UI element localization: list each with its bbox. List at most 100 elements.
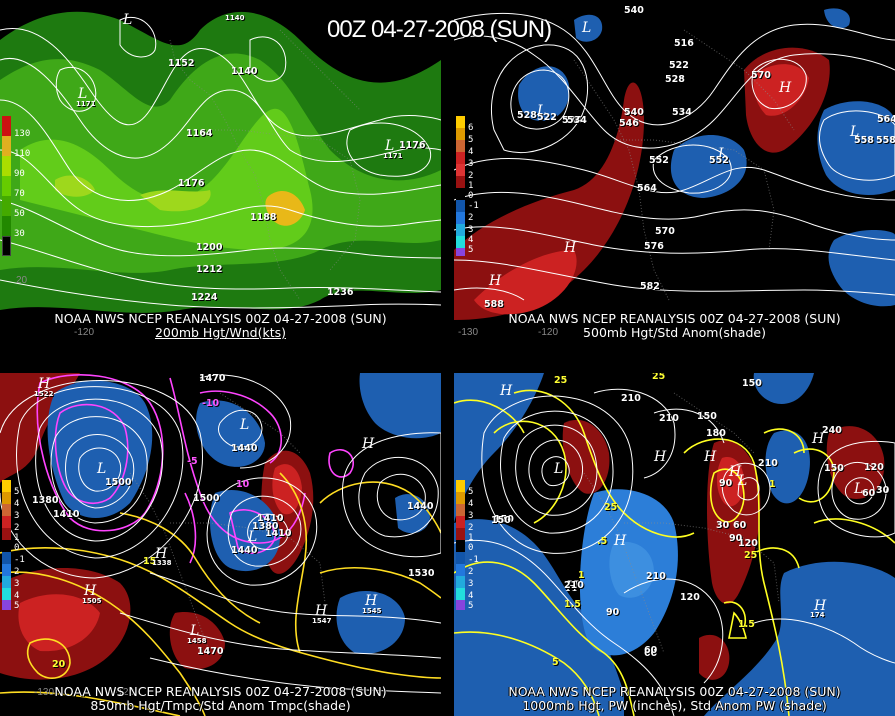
high-marker: H <box>778 80 792 96</box>
map-850mb: L L L H H H H H L H <box>0 373 441 716</box>
high-marker: H <box>314 603 328 619</box>
legend-label: 2 <box>14 567 20 577</box>
legend-label: 3 <box>468 225 474 235</box>
caption-line2: 1000mb Hgt, PW (inches), Std Anom PW (sh… <box>522 698 827 713</box>
contour-label: 1 <box>578 570 585 581</box>
lon-tick: -130 <box>458 327 479 338</box>
high-marker: H <box>499 383 513 399</box>
contour-label: 60 <box>644 645 658 656</box>
height-contours <box>0 16 441 309</box>
legend-label: 2 <box>468 171 474 181</box>
anomaly-negative-ocean <box>454 519 624 716</box>
high-marker: H <box>488 273 502 289</box>
high-marker: H <box>361 436 375 452</box>
contour-label: 1164 <box>186 128 213 139</box>
panel-1000mb: L L L H H H H H H H H 5 4 3 2 1 0 -1 2 3… <box>454 373 895 716</box>
anomaly-positive-west-core <box>474 250 577 315</box>
contour-label: 5 <box>552 657 559 668</box>
low-marker: L <box>553 461 563 477</box>
contour-label: -5 <box>187 456 198 467</box>
height-contours <box>454 13 895 301</box>
anomaly-positive-west <box>454 82 644 320</box>
map-200mb: L L L <box>0 0 441 343</box>
lon-tick: -120 <box>538 327 559 338</box>
contour-label: 1.5 <box>564 599 581 610</box>
high-marker: H <box>83 583 97 599</box>
high-marker: H <box>364 593 378 609</box>
anomaly-negative-ne <box>753 373 814 404</box>
contour-label: 120 <box>738 538 758 549</box>
high-marker: H <box>37 376 51 392</box>
contour-label: 1530 <box>408 568 435 579</box>
contour-label: 25 <box>744 550 758 561</box>
contour-label: 210 <box>564 580 584 591</box>
contour-label: 25 <box>604 502 618 513</box>
contour-label: 150 <box>697 411 717 422</box>
contour-label: 534 <box>672 107 692 118</box>
contour-label: 564 <box>877 114 895 125</box>
legend-200mb: 130 110 90 70 50 30 <box>2 116 30 256</box>
contour-label: 1500 <box>105 477 132 488</box>
contour-label: 1188 <box>250 212 277 223</box>
isotherm-yellow <box>0 472 441 716</box>
contour-label: 522 <box>537 112 557 123</box>
contour-label: 1.5 <box>738 619 755 630</box>
contour-label: 1212 <box>196 264 223 275</box>
contour-label: 1171 <box>383 152 403 160</box>
legend-label: -1 <box>468 201 479 211</box>
contour-label: 150 <box>491 515 511 526</box>
legend-label: 3 <box>468 511 474 521</box>
contour-label: 1522 <box>34 390 54 398</box>
legend-label: -1 <box>468 555 479 565</box>
contour-label: 540 <box>624 107 644 118</box>
contour-label: 1236 <box>327 287 354 298</box>
contour-label: 1224 <box>191 292 218 303</box>
low-marker-3: L <box>384 138 394 154</box>
legend-500mb: 6 5 4 3 2 1 0 -1 2 3 4 5 <box>456 116 482 256</box>
contour-label: 570 <box>751 70 771 81</box>
legend-label: 30 <box>14 229 25 239</box>
contour-label: 1410 <box>257 513 284 524</box>
contour-label: 120 <box>680 592 700 603</box>
contour-label: 534 <box>567 115 587 126</box>
contour-label: 30 <box>716 520 730 531</box>
coastline-dots <box>169 29 361 301</box>
legend-label: 5 <box>468 487 474 497</box>
low-marker: L <box>536 103 546 119</box>
legend-label: 4 <box>468 591 474 601</box>
legend-label: 5 <box>468 135 474 145</box>
map-500mb: L L L H H H L <box>454 0 895 343</box>
legend-label: 70 <box>14 189 25 199</box>
legend-label: 50 <box>14 209 25 219</box>
contour-label: 540 <box>624 5 644 16</box>
legend-850mb: 5 4 3 2 1 0 -1 2 3 4 5 <box>2 480 28 611</box>
contour-label: 1545 <box>362 607 382 615</box>
anomaly-negative-2 <box>196 400 265 467</box>
contour-label: 210 <box>758 458 778 469</box>
high-marker: H <box>653 449 667 465</box>
anomaly-negative-3 <box>817 101 895 195</box>
contour-label: 210 <box>646 571 666 582</box>
contour-label: 60 <box>733 520 747 531</box>
low-marker: L <box>849 124 859 140</box>
anomaly-negative-east <box>765 430 810 504</box>
anomaly-negative-se <box>704 561 895 716</box>
contour-label: 1470 <box>197 646 224 657</box>
contour-label: 90 <box>606 607 620 618</box>
contour-label: 1440 <box>231 443 258 454</box>
lat-tick: 20 <box>16 275 28 286</box>
legend-label: 0 <box>14 543 20 553</box>
low-marker: L <box>189 623 199 639</box>
legend-label: 1 <box>468 181 474 191</box>
panel-200mb: L L L 130 110 90 70 50 30 1152 1140 1164… <box>0 0 441 343</box>
contour-label: 1152 <box>168 58 195 69</box>
caption-line2: 500mb Hgt/Std Anom(shade) <box>583 325 766 340</box>
contour-label: 210 <box>659 413 679 424</box>
contour-label: 582 <box>640 281 660 292</box>
anomaly-positive-south <box>169 612 225 670</box>
legend-label: 4 <box>468 235 474 245</box>
caption-line2: 200mb Hgt/Wnd(kts) <box>154 325 286 340</box>
jet-region-70 <box>20 108 313 251</box>
legend-label: 0 <box>468 543 474 553</box>
contour-label: 576 <box>644 241 664 252</box>
